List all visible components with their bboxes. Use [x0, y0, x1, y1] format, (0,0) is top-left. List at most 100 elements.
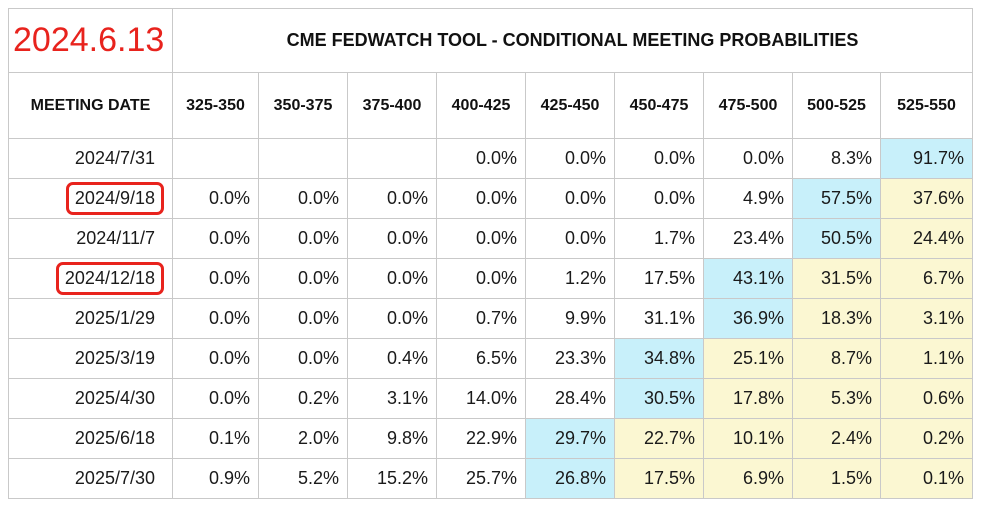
probability-cell: 3.1% — [347, 378, 437, 419]
probability-cell: 25.7% — [436, 458, 526, 499]
probability-cell: 8.7% — [792, 338, 881, 379]
probability-cell: 0.0% — [258, 258, 348, 299]
meeting-date: 2024/7/31 — [74, 148, 155, 168]
probability-cell — [347, 138, 437, 179]
probability-cell: 0.0% — [172, 298, 259, 339]
probability-cell: 8.3% — [792, 138, 881, 179]
probability-cell: 0.4% — [347, 338, 437, 379]
table-title: CME FEDWATCH TOOL - CONDITIONAL MEETING … — [171, 8, 974, 73]
probability-cell: 15.2% — [347, 458, 437, 499]
meeting-date-cell: 2025/1/29 — [8, 298, 173, 339]
probability-cell: 17.8% — [703, 378, 793, 419]
probability-cell: 0.0% — [347, 178, 437, 219]
meeting-date: 2025/1/29 — [74, 308, 155, 328]
table-row: 2025/4/30 0.0% 0.2% 3.1% 14.0% 28.4% 30.5% 17.8… — [8, 378, 974, 419]
probability-cell: 0.0% — [172, 218, 259, 259]
probability-cell: 57.5% — [792, 178, 881, 219]
probability-cell: 28.4% — [525, 378, 615, 419]
probability-cell: 0.0% — [172, 338, 259, 379]
probability-cell: 17.5% — [614, 258, 704, 299]
probability-cell: 3.1% — [879, 298, 974, 339]
meeting-date-cell: 2025/7/30 — [8, 458, 173, 499]
probability-cell: 0.0% — [258, 338, 348, 379]
probability-cell: 36.9% — [703, 298, 793, 339]
probability-cell: 18.3% — [792, 298, 881, 339]
header-row: MEETING DATE 325-350 350-375 375-400 400-42… — [8, 72, 974, 139]
probability-cell: 14.0% — [436, 378, 526, 419]
column-header-525-550: 525-550 — [879, 72, 974, 139]
title-row: 2024.6.13 CME FEDWATCH TOOL - CONDITIONA… — [8, 8, 974, 73]
table-row: 2024/7/31 0.0% 0.0% 0.0% 0.0% 8.3% 91.7% — [8, 138, 974, 179]
meeting-date-cell: 2024/7/31 — [8, 138, 173, 179]
probability-cell: 0.0% — [436, 138, 526, 179]
probability-cell — [172, 138, 259, 179]
probability-cell: 22.7% — [614, 418, 704, 459]
probability-cell: 1.5% — [792, 458, 881, 499]
column-header-500-525: 500-525 — [792, 72, 881, 139]
column-header-450-475: 450-475 — [614, 72, 704, 139]
probability-cell: 1.7% — [614, 218, 704, 259]
column-header-425-450: 425-450 — [525, 72, 615, 139]
probability-cell: 31.5% — [792, 258, 881, 299]
table-row: 2024/11/7 0.0% 0.0% 0.0% 0.0% 0.0% 1.7% 23.4% 50… — [8, 218, 974, 259]
probability-cell: 0.0% — [436, 218, 526, 259]
probability-cell: 34.8% — [614, 338, 704, 379]
table-row: 2024/12/18 0.0% 0.0% 0.0% 0.0% 1.2% 17.5% 43.1%… — [8, 258, 974, 299]
probability-cell: 29.7% — [525, 418, 615, 459]
meeting-date: 2025/3/19 — [74, 348, 155, 368]
probability-cell: 4.9% — [703, 178, 793, 219]
probability-cell: 24.4% — [879, 218, 974, 259]
probability-cell: 0.0% — [347, 218, 437, 259]
probability-cell: 6.5% — [436, 338, 526, 379]
meeting-date-header: MEETING DATE — [8, 72, 173, 139]
probability-cell: 0.2% — [879, 418, 974, 459]
meeting-date: 2025/4/30 — [74, 388, 155, 408]
probability-cell: 0.0% — [258, 178, 348, 219]
circled-meeting-date: 2024/9/18 — [65, 182, 164, 215]
probability-cell: 0.0% — [614, 138, 704, 179]
probability-cell: 0.0% — [172, 378, 259, 419]
probability-cell: 2.4% — [792, 418, 881, 459]
probability-cell: 17.5% — [614, 458, 704, 499]
probability-cell: 5.3% — [792, 378, 881, 419]
probability-cell: 0.0% — [525, 218, 615, 259]
meeting-date: 2025/7/30 — [74, 468, 155, 488]
probability-cell: 6.9% — [703, 458, 793, 499]
table-row: 2025/7/30 0.9% 5.2% 15.2% 25.7% 26.8% 17.5% 6.9… — [8, 458, 974, 499]
probability-cell: 9.9% — [525, 298, 615, 339]
probability-cell: 0.0% — [347, 298, 437, 339]
probability-cell: 9.8% — [347, 418, 437, 459]
probability-cell: 0.1% — [172, 418, 259, 459]
column-header-325-350: 325-350 — [172, 72, 259, 139]
probability-cell: 0.0% — [258, 218, 348, 259]
probability-cell: 0.0% — [703, 138, 793, 179]
probability-cell: 26.8% — [525, 458, 615, 499]
probability-cell: 50.5% — [792, 218, 881, 259]
probability-cell: 10.1% — [703, 418, 793, 459]
column-header-375-400: 375-400 — [347, 72, 437, 139]
probability-cell: 0.0% — [436, 178, 526, 219]
probability-cell: 1.2% — [525, 258, 615, 299]
probability-cell: 91.7% — [879, 138, 974, 179]
meeting-date-cell: 2024/9/18 — [8, 178, 173, 219]
probability-cell: 30.5% — [614, 378, 704, 419]
meeting-date: 2025/6/18 — [74, 428, 155, 448]
meeting-date-cell: 2025/4/30 — [8, 378, 173, 419]
table-row: 2025/3/19 0.0% 0.0% 0.4% 6.5% 23.3% 34.8% 25.1%… — [8, 338, 974, 379]
probability-cell: 0.2% — [258, 378, 348, 419]
probability-cell: 43.1% — [703, 258, 793, 299]
probability-cell: 25.1% — [703, 338, 793, 379]
probability-cell: 6.7% — [879, 258, 974, 299]
meeting-date: 2024/11/7 — [76, 228, 155, 248]
probability-cell: 0.0% — [525, 178, 615, 219]
probability-cell: 0.0% — [172, 178, 259, 219]
probability-cell: 31.1% — [614, 298, 704, 339]
table-row: 2024/9/18 0.0% 0.0% 0.0% 0.0% 0.0% 0.0% 4.9% 57.… — [8, 178, 974, 219]
circled-meeting-date: 2024/12/18 — [55, 262, 164, 295]
probability-cell — [258, 138, 348, 179]
probability-cell: 5.2% — [258, 458, 348, 499]
probabilities-table: 2024.6.13 CME FEDWATCH TOOL - CONDITIONA… — [8, 8, 974, 499]
probability-cell: 0.0% — [614, 178, 704, 219]
date-stamp: 2024.6.13 — [8, 8, 173, 73]
probability-cell: 0.1% — [879, 458, 974, 499]
